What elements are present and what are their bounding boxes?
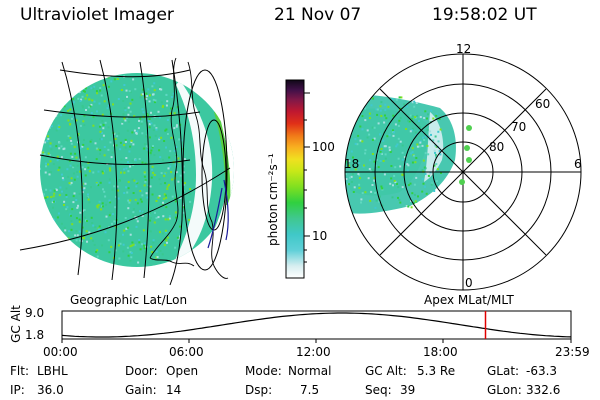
gcalt-label: GC Alt: [365, 364, 407, 378]
left-globe-image [19, 57, 234, 286]
right-panel-caption: Apex MLat/MLT [424, 293, 514, 307]
mode-label: Mode: [245, 364, 282, 378]
timeline-xtick-1800: 18:00 [423, 345, 458, 359]
gain-label: Gain: [125, 383, 157, 397]
mlat-label-80: 80 [489, 140, 505, 154]
time-label: 19:58:02 UT [432, 5, 537, 25]
colorbar-tick-10: 10 [312, 229, 328, 243]
glon-value: 332.6 [526, 383, 561, 397]
door-label: Door: [125, 364, 158, 378]
mlat-label-70: 70 [511, 120, 527, 134]
mlt-label-18: 18 [344, 157, 360, 171]
mlt-label-0: 0 [465, 276, 473, 290]
gcalt-value: 5.3 Re [417, 364, 456, 378]
instrument-title: Ultraviolet Imager [20, 5, 174, 25]
seq-value: 39 [400, 383, 416, 397]
mlat-label-60: 60 [535, 97, 551, 111]
colorbar [285, 79, 310, 279]
dsp-label: Dsp: [245, 383, 273, 397]
timeline-ytick-low: 1.8 [25, 328, 45, 342]
ip-value: 36.0 [37, 383, 64, 397]
colorbar-tick-100: 100 [312, 140, 335, 154]
door-value: Open [166, 364, 199, 378]
timeline-ytick-high: 9.0 [25, 306, 45, 320]
timeline-plot [61, 310, 572, 343]
timeline-xtick-0000: 00:00 [43, 345, 78, 359]
mlt-label-12: 12 [456, 42, 472, 56]
seq-label: Seq: [365, 383, 392, 397]
mode-value: Normal [288, 364, 332, 378]
dsp-value: 7.5 [300, 383, 320, 397]
ip-label: IP: [10, 383, 25, 397]
flt-label: Flt: [10, 364, 29, 378]
flt-value: LBHL [37, 364, 68, 378]
polar-plot [344, 53, 582, 291]
glon-label: GLon: [487, 383, 522, 397]
left-panel-caption: Geographic Lat/Lon [70, 293, 188, 307]
timeline-xtick-0600: 06:00 [169, 345, 204, 359]
date-label: 21 Nov 07 [274, 5, 362, 25]
timeline-axis-label: GC Alt [9, 305, 23, 343]
glat-label: GLat: [487, 364, 520, 378]
mlt-label-6: 6 [574, 157, 582, 171]
glat-value: -63.3 [526, 364, 558, 378]
colorbar-unit-label: photon cm⁻²s⁻¹ [266, 153, 280, 246]
timeline-xtick-2359: 23:59 [555, 345, 590, 359]
gain-value: 14 [166, 383, 182, 397]
timeline-xtick-1200: 12:00 [296, 345, 331, 359]
